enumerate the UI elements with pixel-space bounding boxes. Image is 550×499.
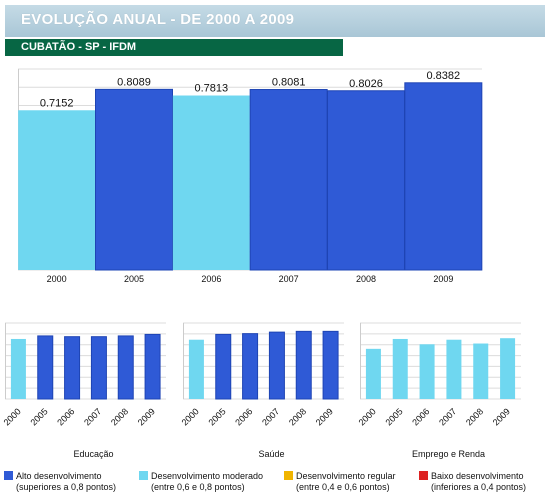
chart-title: Saúde [258,449,284,459]
chart-emprego: 2000 2005 2006 2007 2008 2009 Emprego e Renda [357,322,521,459]
bar-main-2000 [18,110,96,270]
legend-swatch-moderate [139,471,148,480]
data-label: 0.8081 [272,77,306,89]
bar-saude-2008 [295,330,312,400]
chart-main: 0.7152 2000 0.8089 2005 0.7813 2006 0.8081 2007… [18,68,483,284]
tick-label: 2005 [206,406,227,427]
subheader-bar: CUBATÃO - SP - IFDM [5,39,343,56]
bar-educacao-2005 [37,335,54,400]
bar-main-2007 [249,89,328,271]
bar-emprego-2008 [473,343,489,399]
bar-educacao-2007 [90,336,107,400]
chart-title: Educação [73,449,113,459]
legend-swatch-low [419,471,428,480]
chart-saude: 2000 2005 2006 2007 2008 2009 Saúde [180,322,344,459]
bar-emprego-2009 [500,338,516,399]
bar-educacao-2000 [10,338,26,399]
data-label: 0.8089 [117,76,151,88]
chart-educacao: 2000 2005 2006 2007 2008 2009 Educação [2,322,166,459]
tick-label: 2006 [55,406,76,427]
bar-saude-2005 [215,333,232,400]
tick-label: 2005 [383,406,404,427]
bar-main-2006 [172,95,250,270]
tick-label: 2005 [28,406,49,427]
bar-main-2005 [95,88,173,271]
legend-label: Alto desenvolvimento [16,471,102,481]
legend-label: Desenvolvimento regular [296,471,396,481]
tick-label: 2008 [109,406,130,427]
legend-label: Desenvolvimento moderado [151,471,263,481]
legend-swatch-high [4,471,13,480]
page-title: EVOLUÇÃO ANUAL - DE 2000 A 2009 [21,11,295,28]
bar-saude-2007 [268,331,285,400]
tick-label: 2005 [124,274,144,284]
bar-saude-2009 [322,330,339,400]
tick-label: 2009 [136,406,157,427]
tick-label: 2007 [279,274,299,284]
tick-label: 2000 [357,406,378,427]
legend-range: (inferiores a 0,4 pontos) [431,482,526,492]
data-label: 0.7813 [195,83,229,95]
bar-emprego-2005 [392,338,408,399]
tick-label: 2006 [410,406,431,427]
legend-range: (superiores a 0,8 pontos) [16,482,116,492]
bar-educacao-2008 [117,335,134,400]
tick-label: 2006 [233,406,254,427]
header-bar: EVOLUÇÃO ANUAL - DE 2000 A 2009 [5,5,545,37]
subheader-title: CUBATÃO - SP - IFDM [21,41,137,53]
bar-emprego-2006 [419,344,435,399]
bar-educacao-2006 [64,336,81,400]
tick-label: 2006 [201,274,221,284]
bar-main-2008 [327,90,405,271]
tick-label: 2009 [314,406,335,427]
tick-label: 2007 [437,406,458,427]
bar-main-2009 [404,82,483,271]
data-label: 0.7152 [40,97,74,109]
legend-range: (entre 0,4 e 0,6 pontos) [296,482,390,492]
data-label: 0.8382 [427,70,461,82]
tick-label: 2009 [491,406,512,427]
tick-label: 2009 [433,274,453,284]
tick-label: 2008 [287,406,308,427]
tick-label: 2000 [180,406,201,427]
bar-emprego-2007 [446,339,462,399]
bar-educacao-2009 [144,333,161,400]
legend-range: (entre 0,6 e 0,8 pontos) [151,482,245,492]
tick-label: 2007 [260,406,281,427]
tick-label: 2000 [47,274,67,284]
data-label: 0.8026 [349,78,383,90]
tick-label: 2008 [356,274,376,284]
tick-label: 2008 [464,406,485,427]
bar-saude-2000 [188,339,204,399]
tick-label: 2000 [2,406,23,427]
legend: Alto desenvolvimento(superiores a 0,8 po… [4,471,526,492]
tick-label: 2007 [82,406,103,427]
legend-label: Baixo desenvolvimento [431,471,524,481]
legend-swatch-regular [284,471,293,480]
chart-title: Emprego e Renda [412,449,485,459]
bar-saude-2006 [242,333,259,400]
bar-emprego-2000 [365,348,381,399]
